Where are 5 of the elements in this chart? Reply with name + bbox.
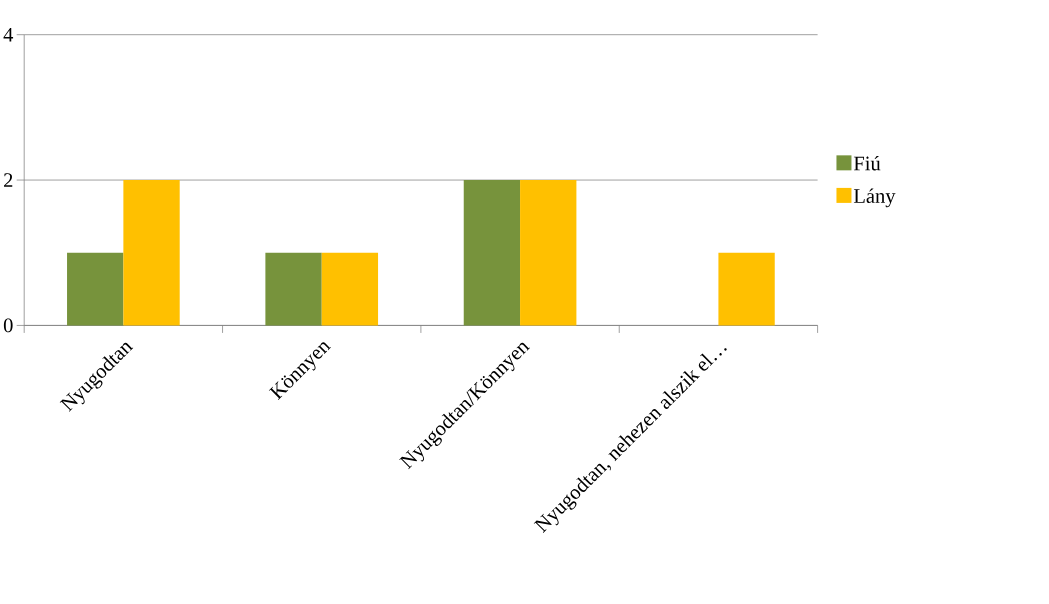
legend-label: Lány (853, 188, 896, 208)
y-tick-label: 0 (3, 318, 13, 333)
legend-label: Fiú (853, 155, 881, 171)
y-tick-label: 4 (3, 27, 14, 42)
y-tick-label: 2 (4, 173, 13, 187)
